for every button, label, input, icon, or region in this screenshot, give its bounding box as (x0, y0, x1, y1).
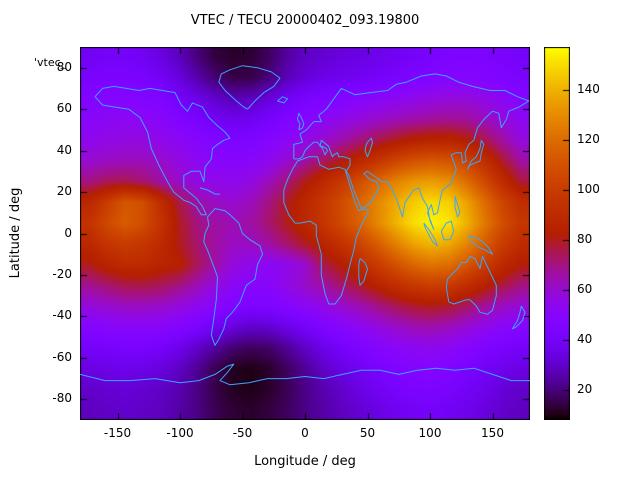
colorbar-tick-label: 80 (577, 231, 593, 246)
y-tick-label: -40 (52, 308, 72, 323)
x-tick-label: 50 (359, 426, 376, 440)
y-tick-label: -60 (52, 349, 72, 364)
colorbar-tick-label: 60 (577, 281, 593, 296)
x-tick-label: 100 (418, 426, 442, 440)
chart-title: VTEC / TECU 20000402_093.19800 (190, 13, 420, 28)
x-tick-label: -150 (103, 426, 132, 440)
colorbar-tick-label: 120 (577, 131, 600, 146)
colorbar (544, 47, 570, 420)
y-tick-label: 80 (56, 59, 72, 74)
y-tick-label: 40 (56, 142, 72, 157)
key-label: 'vtec_ (34, 56, 67, 69)
y-tick-label: 20 (56, 184, 72, 199)
y-tick-label: 0 (64, 225, 72, 240)
colorbar-tick-label: 100 (577, 181, 600, 196)
x-tick-label: -50 (232, 426, 253, 440)
y-tick-label: -20 (52, 266, 72, 281)
x-tick-label: 0 (301, 426, 309, 440)
x-tick-label: -100 (166, 426, 194, 440)
y-tick-label: 60 (56, 101, 72, 116)
colorbar-tick-label: 40 (577, 331, 593, 346)
x-tick-label: 150 (481, 426, 504, 440)
x-axis-label: Longitude / deg (254, 454, 356, 469)
heatmap-canvas (80, 47, 530, 420)
colorbar-tick-label: 20 (577, 381, 593, 396)
colorbar-tick-label: 140 (577, 81, 600, 96)
plot-area (80, 47, 530, 420)
y-tick-label: -80 (52, 391, 72, 406)
